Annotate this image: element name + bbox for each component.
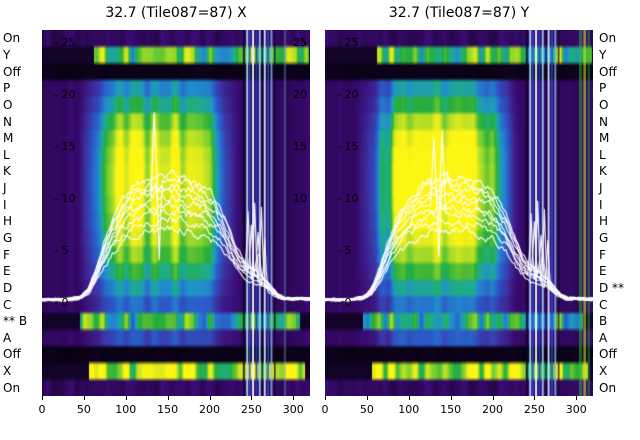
y-tick-label: - 25 (54, 36, 76, 49)
x-tick-mark (450, 396, 452, 400)
row-label: D (3, 280, 13, 295)
row-label: F (599, 247, 606, 262)
x-tick-label: 150 (440, 403, 462, 416)
row-labels-left: On Y Off P O N M L K J I H G F E D C ** B A Off X On (2, 30, 42, 396)
panel-x-title: 32.7 (Tile087=87) X (105, 5, 247, 21)
x-tick-label: 50 (76, 403, 91, 416)
row-label: A (599, 330, 608, 345)
row-label: A (3, 330, 12, 345)
row-label: Y (599, 47, 607, 62)
x-tick-mark (408, 396, 410, 400)
row-label: X (3, 364, 12, 379)
x-tick-label: 200 (199, 403, 220, 416)
row-label: P (599, 81, 607, 96)
y-tick-label: - 20 (54, 88, 76, 101)
panel-x: - 25- 20- 15- 10- 5- 0 25 20 15 10 0 50 100 150 2… (39, 30, 310, 416)
row-label: C (599, 297, 608, 312)
y-tick-label: - 5 (337, 244, 352, 257)
row-label: Y (3, 47, 11, 62)
row-label: N (599, 114, 608, 129)
row-label: O (599, 97, 609, 112)
row-label: N (3, 114, 12, 129)
y-tick-label: - 0 (54, 296, 69, 309)
y-tick-label: - 5 (54, 244, 69, 257)
x-tick-mark (293, 396, 295, 400)
y-tick-label: - 10 (54, 192, 76, 205)
y-tick-label: - 10 (337, 192, 359, 205)
x-tick-label: 150 (157, 403, 179, 416)
y-tick-label: - 20 (337, 88, 359, 101)
row-label: I (3, 197, 7, 212)
row-label: J (3, 181, 7, 196)
x-tick-label: 300 (282, 403, 304, 416)
row-label: E (599, 264, 607, 279)
x-tick-mark (167, 396, 169, 400)
y-tick-label: 20 (293, 88, 307, 101)
row-label: E (3, 264, 11, 279)
y-tick-label: - 15 (337, 140, 359, 153)
x-tick-mark (325, 396, 326, 400)
row-label: M (3, 131, 14, 146)
y-tick-label: 25 (293, 36, 307, 49)
row-label: Off (3, 64, 21, 79)
x-tick-mark (209, 396, 211, 400)
x-tick-mark (42, 396, 43, 400)
row-label: P (3, 81, 11, 96)
y-tick-label: - 15 (54, 140, 76, 153)
row-label: M (599, 131, 610, 146)
row-label: O (3, 97, 13, 112)
heatmap-canvas-x (42, 30, 310, 396)
row-label: I (599, 197, 603, 212)
x-tick-label: 200 (482, 403, 503, 416)
x-tick-label: 0 (321, 403, 329, 416)
x-tick-label: 50 (359, 403, 374, 416)
x-tick-label: 250 (240, 403, 262, 416)
row-label: K (599, 164, 607, 179)
x-tick-mark (83, 396, 85, 400)
x-tick-mark (366, 396, 368, 400)
x-tick-mark (534, 396, 536, 400)
row-label: X (599, 364, 608, 379)
row-label: L (599, 147, 606, 162)
x-tick-mark (251, 396, 253, 400)
row-label: On (3, 31, 21, 46)
y-tick-label: 15 (293, 140, 307, 153)
panel-y: - 25 - 20 - 15 - 10 - 5 - 0 0 50 100 150 200 250 300 (322, 30, 593, 416)
row-label: D ** (599, 280, 625, 295)
y-tick-label: 10 (293, 192, 307, 205)
row-label: Off (599, 347, 617, 362)
row-label: ** B (3, 314, 28, 329)
row-label: F (3, 247, 10, 262)
y-tick-label: - 25 (337, 36, 359, 49)
heatmap-canvas-y (325, 30, 593, 396)
x-tick-label: 100 (398, 403, 420, 416)
panel-y-title: 32.7 (Tile087=87) Y (388, 5, 530, 21)
x-tick-label: 250 (523, 403, 545, 416)
row-label: On (3, 380, 21, 395)
row-label: J (599, 181, 603, 196)
row-labels-right: On Y Off P O N M L K J I H G F E D ** C B A Off X On (598, 30, 638, 396)
row-label: G (3, 230, 13, 245)
x-tick-label: 300 (565, 403, 587, 416)
row-label: C (3, 297, 12, 312)
x-tick-label: 100 (115, 403, 137, 416)
row-label: H (599, 214, 609, 229)
row-label: B (599, 314, 608, 329)
row-label: Off (3, 347, 21, 362)
x-tick-mark (576, 396, 578, 400)
x-tick-label: 0 (38, 403, 46, 416)
row-label: Off (599, 64, 617, 79)
row-label: On (599, 380, 617, 395)
row-label: On (599, 31, 617, 46)
row-label: L (3, 147, 10, 162)
row-label: H (3, 214, 13, 229)
row-label: G (599, 230, 609, 245)
y-tick-label: - 0 (337, 296, 352, 309)
x-tick-mark (125, 396, 127, 400)
row-label: K (3, 164, 11, 179)
x-tick-mark (492, 396, 494, 400)
